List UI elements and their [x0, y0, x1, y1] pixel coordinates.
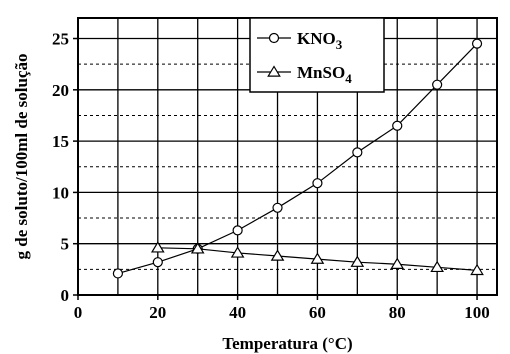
data-point-KNO3 — [392, 120, 403, 131]
data-point-MnSO4 — [430, 260, 444, 273]
x-axis-title: Temperatura (°C) — [222, 334, 352, 353]
data-point-KNO3 — [232, 225, 243, 236]
legend-label: KNO3 — [297, 29, 343, 52]
data-point-MnSO4 — [190, 242, 205, 254]
legend-entry-KNO3: KNO3 — [257, 29, 343, 52]
y-tick-label: 5 — [61, 235, 70, 254]
data-point-KNO3 — [432, 79, 443, 90]
x-tick-label: 100 — [464, 303, 490, 322]
series-layer — [112, 38, 484, 279]
data-point-KNO3 — [112, 268, 124, 279]
y-tick-label: 20 — [52, 81, 69, 100]
data-point-MnSO4 — [310, 252, 325, 264]
y-tick-label: 0 — [61, 286, 70, 305]
data-point-KNO3 — [352, 147, 363, 158]
data-point-MnSO4 — [270, 249, 285, 261]
data-point-MnSO4 — [390, 257, 405, 269]
data-point-KNO3 — [272, 202, 283, 213]
data-point-MnSO4 — [350, 255, 365, 267]
x-tick-label: 60 — [309, 303, 326, 322]
x-tick-label: 80 — [389, 303, 406, 322]
axis-ticks: 0 20 40 60 80 100 0 5 10 15 20 25 — [52, 30, 490, 322]
legend: KNO3 MnSO4 — [249, 17, 385, 93]
y-tick-label: 15 — [52, 132, 69, 151]
y-tick-label: 25 — [52, 30, 69, 49]
legend-label: MnSO4 — [297, 63, 352, 86]
legend-box — [249, 17, 385, 93]
data-point-MnSO4 — [230, 246, 245, 258]
legend-entry-MnSO4: MnSO4 — [257, 63, 352, 86]
y-tick-label: 10 — [52, 183, 69, 202]
legend-marker — [268, 32, 280, 44]
x-tick-label: 40 — [229, 303, 246, 322]
data-point-KNO3 — [312, 178, 323, 189]
x-tick-label: 20 — [149, 303, 166, 322]
data-point-MnSO4 — [150, 241, 165, 253]
legend-marker — [267, 65, 281, 77]
data-point-KNO3 — [471, 38, 483, 49]
series-line-KNO3 — [117, 43, 478, 275]
series-MnSO4 — [150, 241, 484, 276]
x-tick-label: 0 — [74, 303, 83, 322]
data-point-KNO3 — [152, 257, 163, 268]
y-axis-title: g de soluto/100ml de solução — [12, 54, 31, 260]
data-point-MnSO4 — [470, 263, 484, 276]
